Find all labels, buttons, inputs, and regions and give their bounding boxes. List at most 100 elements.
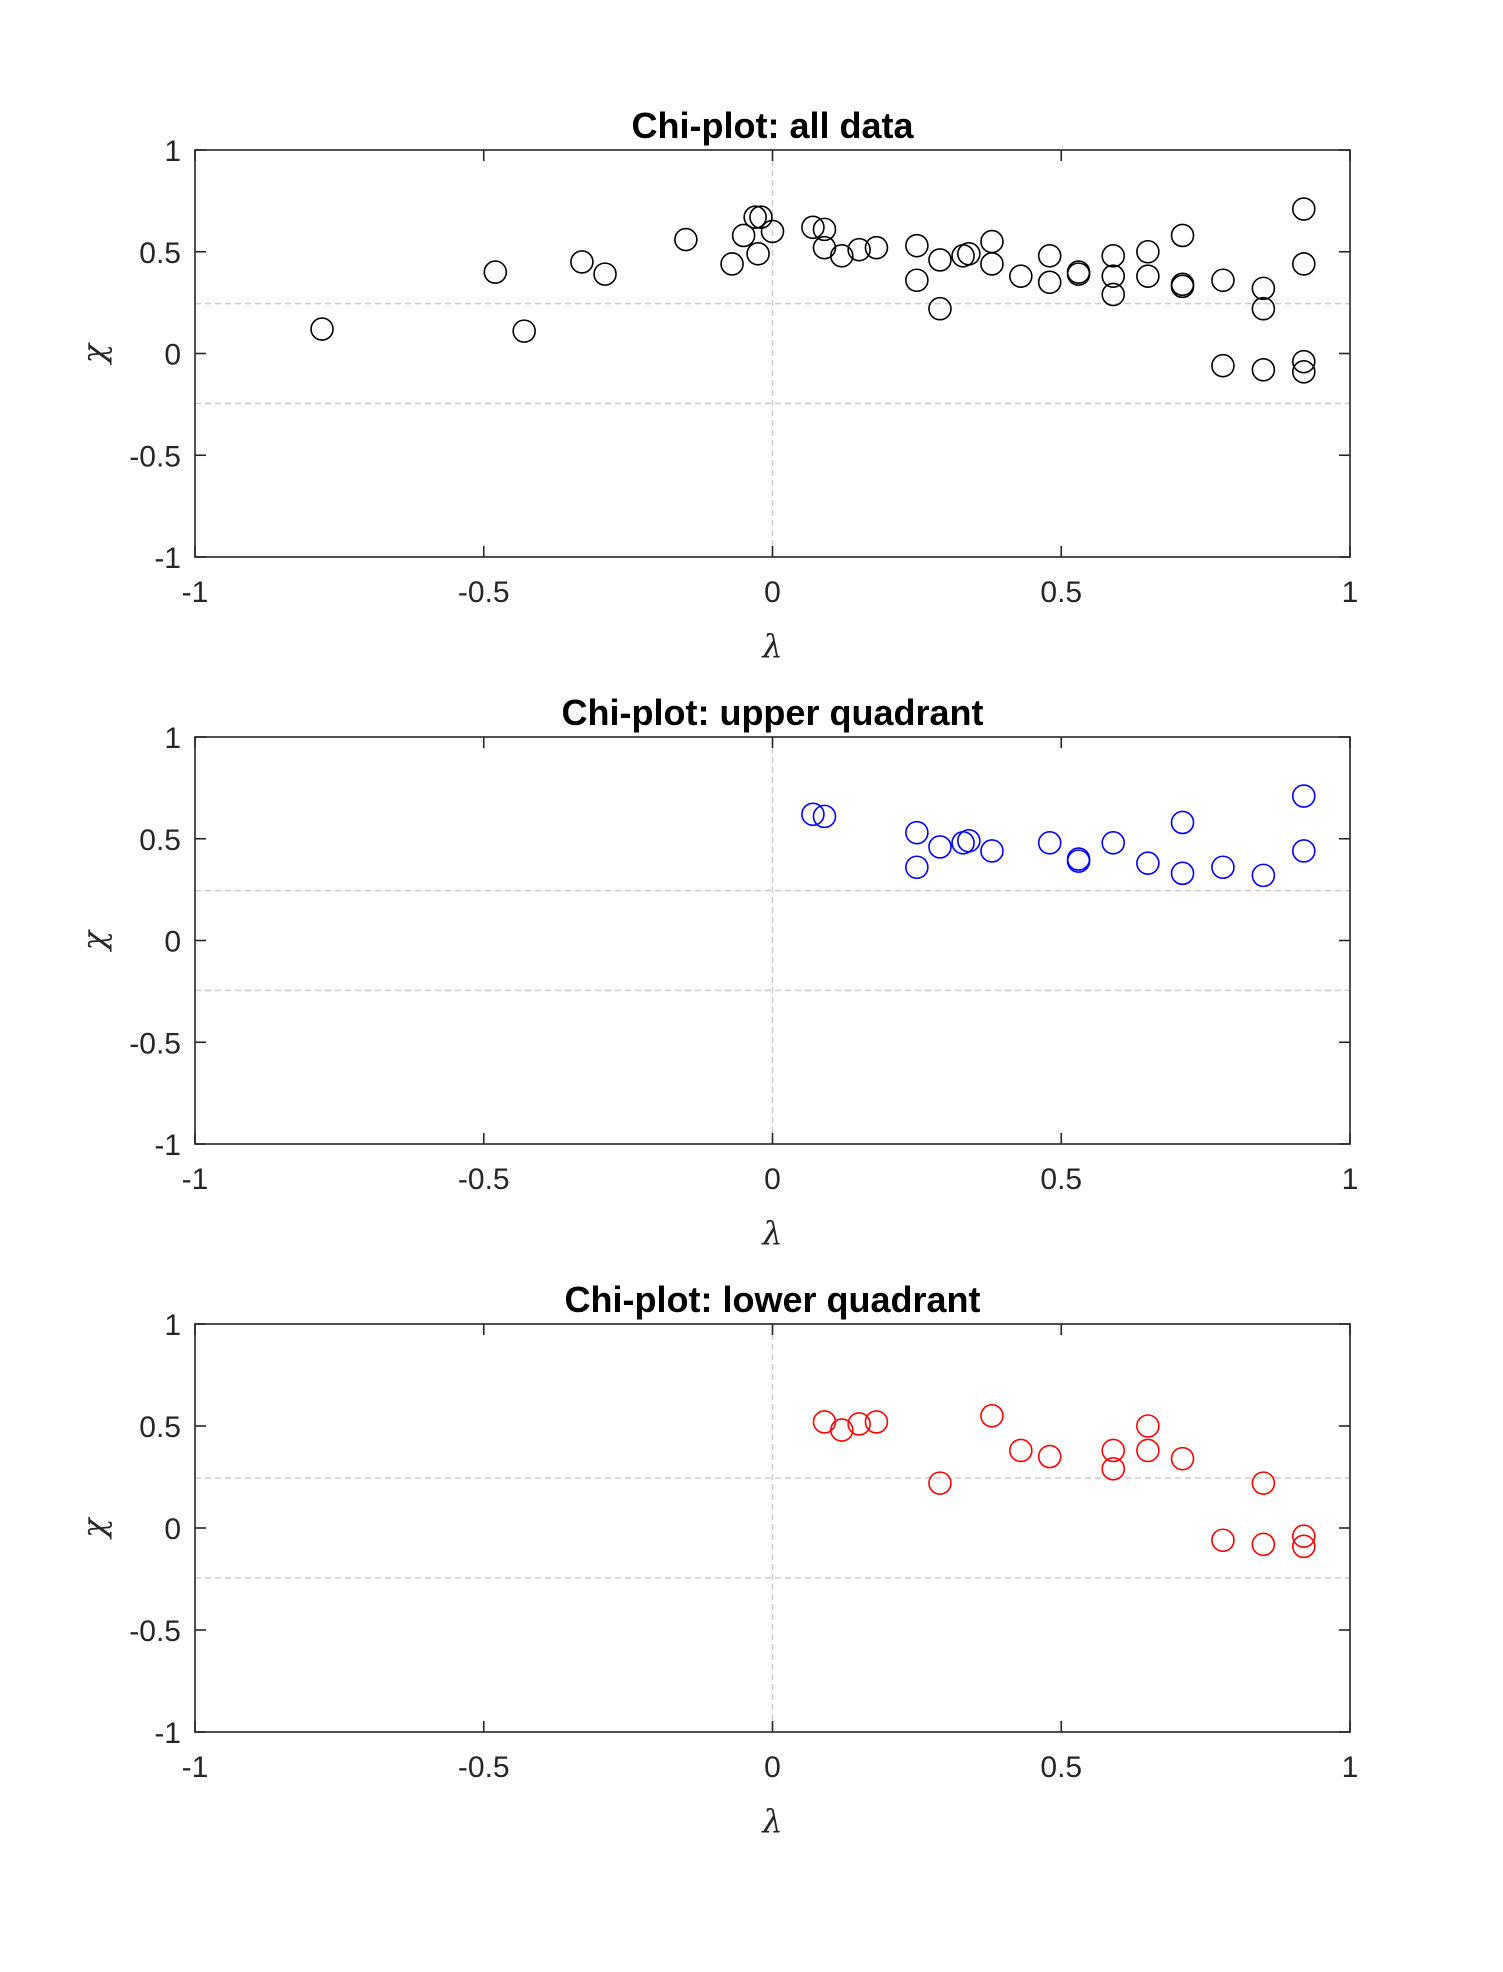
data-point <box>905 268 929 293</box>
x-tick-label: 1 <box>1342 576 1359 609</box>
y-tick-label: 0.5 <box>139 1411 181 1444</box>
data-point <box>1101 282 1126 307</box>
data-point <box>760 219 785 244</box>
y-tick-label: 0 <box>164 926 181 959</box>
data-point <box>928 1471 952 1495</box>
data-point <box>1211 855 1235 880</box>
data-point <box>1170 274 1195 299</box>
data-point <box>801 215 825 240</box>
x-tick-label: 0 <box>764 1751 781 1784</box>
data-point <box>1170 861 1195 886</box>
chart-panel-1: -1 -0.5 0 0.5 1 -1 -0.5 0 0.5 1 Chi-plot: all data… <box>75 105 1358 665</box>
data-point <box>1170 223 1195 248</box>
data-point <box>957 828 981 853</box>
y-tick-label: -1 <box>154 542 181 575</box>
data-point <box>731 223 756 248</box>
x-tick-label: 1 <box>1342 1751 1359 1784</box>
data-point <box>905 855 929 880</box>
data-point <box>905 820 929 845</box>
data-point <box>1101 264 1126 288</box>
data-point <box>749 205 773 229</box>
x-tick-label: -1 <box>182 1163 209 1196</box>
data-point <box>1211 353 1235 378</box>
data-point <box>905 233 929 258</box>
data-point <box>1292 1524 1316 1548</box>
data-point <box>1251 1532 1276 1557</box>
data-point <box>674 227 698 252</box>
y-tick-label: -1 <box>154 1129 181 1162</box>
data-point <box>1101 244 1126 268</box>
chart-title: Chi-plot: upper quadrant <box>562 692 984 733</box>
x-tick-label: 0 <box>764 1163 781 1196</box>
chart-panel-2: -1 -0.5 0 0.5 1 -1 -0.5 0 0.5 1 Chi-plot: upper qu… <box>75 692 1358 1252</box>
x-tick-label: 0 <box>764 576 781 609</box>
data-point <box>1292 349 1316 374</box>
chart-title: Chi-plot: all data <box>632 105 915 146</box>
data-point <box>1251 357 1276 382</box>
data-point <box>310 317 334 341</box>
x-tick-label: -0.5 <box>458 576 510 609</box>
data-point <box>1066 262 1091 286</box>
data-point <box>1037 1444 1062 1469</box>
data-point <box>1136 851 1160 875</box>
y-tick-label: -1 <box>154 1717 181 1750</box>
data-point <box>1037 244 1062 268</box>
data-point <box>1292 1534 1316 1559</box>
x-axis-label: λ <box>760 627 782 665</box>
data-point <box>847 1412 871 1436</box>
data-point <box>1066 849 1091 873</box>
chart-panel-3: -1 -0.5 0 0.5 1 -1 -0.5 0 0.5 1 Chi-plot: lower qu… <box>75 1279 1358 1840</box>
data-point <box>928 296 952 321</box>
data-point <box>829 1418 854 1442</box>
data-point <box>1251 296 1276 321</box>
data-point <box>1292 360 1316 384</box>
data-point <box>720 252 744 276</box>
data-point <box>957 241 981 266</box>
data-point <box>743 205 767 229</box>
data-point <box>1292 839 1316 863</box>
data-point <box>746 241 770 266</box>
y-axis-label: χ <box>75 929 113 952</box>
x-tick-label: -0.5 <box>458 1163 510 1196</box>
data-point <box>593 262 617 286</box>
data-point <box>1101 1457 1126 1481</box>
data-point <box>847 237 871 262</box>
data-point <box>1009 1438 1033 1463</box>
y-tick-label: 0 <box>164 339 181 372</box>
data-point <box>980 1404 1004 1428</box>
data-point <box>801 802 825 827</box>
data-point <box>980 252 1004 276</box>
data-point <box>1170 810 1195 835</box>
data-point <box>1136 264 1160 288</box>
y-tick-label: 1 <box>164 1309 181 1342</box>
data-point <box>1101 831 1126 855</box>
data-point <box>1037 270 1062 295</box>
data-point <box>864 1410 889 1434</box>
data-point <box>829 244 854 268</box>
y-tick-label: 0 <box>164 1513 181 1546</box>
x-tick-label: 0.5 <box>1040 576 1082 609</box>
x-tick-label: -0.5 <box>458 1751 510 1784</box>
data-point <box>570 250 594 274</box>
data-point <box>1292 197 1316 221</box>
data-point <box>928 835 952 859</box>
data-point <box>1136 1438 1160 1463</box>
data-point <box>1292 252 1316 276</box>
data-point <box>864 235 889 260</box>
y-tick-label: -0.5 <box>129 1615 181 1648</box>
data-point <box>1136 1414 1160 1438</box>
y-tick-label: 0.5 <box>139 824 181 857</box>
data-point <box>483 260 508 284</box>
y-tick-label: 1 <box>164 135 181 168</box>
x-tick-label: -1 <box>182 576 209 609</box>
x-tick-label: 1 <box>1342 1163 1359 1196</box>
data-point <box>1037 831 1062 855</box>
data-point <box>1101 1438 1126 1463</box>
x-axis-label: λ <box>760 1802 782 1840</box>
data-point <box>812 804 837 829</box>
y-axis-label: χ <box>75 342 113 365</box>
data-point <box>1170 1446 1195 1471</box>
x-tick-label: -1 <box>182 1751 209 1784</box>
data-point <box>1251 863 1276 888</box>
data-point <box>1251 1471 1276 1495</box>
